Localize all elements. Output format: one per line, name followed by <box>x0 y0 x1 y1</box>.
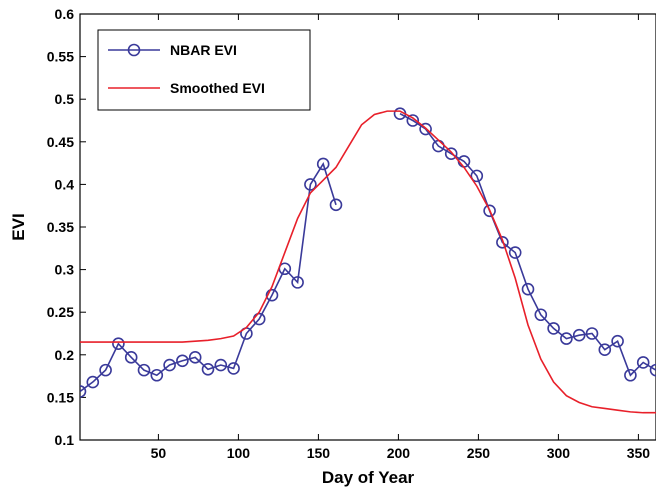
data-point <box>624 368 637 382</box>
y-tick-label: 0.3 <box>55 262 75 278</box>
data-point <box>80 385 87 398</box>
series-line <box>80 110 656 414</box>
data-point <box>201 362 215 376</box>
data-point <box>611 334 624 348</box>
data-point <box>585 327 599 340</box>
data-point <box>508 246 522 259</box>
data-point <box>496 236 509 249</box>
data-point <box>188 351 202 364</box>
data-point <box>176 354 189 368</box>
data-point <box>112 337 125 351</box>
legend-marker <box>127 43 141 57</box>
data-point <box>521 282 535 296</box>
y-tick-label: 0.45 <box>47 134 74 150</box>
data-point <box>470 169 484 183</box>
x-tick-label: 300 <box>547 445 571 461</box>
data-point <box>316 157 330 171</box>
data-point <box>227 362 240 375</box>
legend-label: Smoothed EVI <box>170 80 265 96</box>
y-tick-label: 0.15 <box>47 389 74 405</box>
data-point <box>137 363 151 377</box>
x-tick-label: 350 <box>627 445 651 461</box>
legend-label: NBAR EVI <box>170 42 237 58</box>
data-point <box>265 288 279 302</box>
data-point <box>99 363 112 377</box>
y-tick-label: 0.5 <box>55 91 75 107</box>
y-tick-label: 0.4 <box>55 176 75 192</box>
y-tick-label: 0.6 <box>55 6 75 22</box>
data-point <box>214 358 228 372</box>
data-point <box>329 198 343 212</box>
data-point <box>150 368 164 382</box>
data-point <box>483 204 496 218</box>
data-point <box>304 178 317 191</box>
plot-content <box>80 107 656 414</box>
x-tick-label: 100 <box>227 445 251 461</box>
data-point <box>534 308 548 322</box>
data-point <box>163 358 176 372</box>
y-tick-label: 0.35 <box>47 219 74 235</box>
y-axis-title: EVI <box>9 213 28 240</box>
data-point <box>124 351 138 364</box>
legend-box <box>97 29 311 111</box>
y-tick-label: 0.25 <box>47 304 74 320</box>
data-point <box>649 363 656 377</box>
y-tick-label: 0.2 <box>55 347 75 363</box>
data-point <box>572 328 586 342</box>
data-point <box>547 322 560 335</box>
data-point <box>636 356 650 369</box>
data-point <box>86 375 100 389</box>
data-point <box>291 276 304 289</box>
data-point <box>419 122 432 136</box>
x-axis-title: Day of Year <box>322 468 415 487</box>
data-point <box>444 147 458 161</box>
x-tick-label: 250 <box>467 445 491 461</box>
x-tick-label: 150 <box>307 445 331 461</box>
x-tick-label: 200 <box>387 445 411 461</box>
x-tick-label: 50 <box>151 445 167 461</box>
data-point <box>598 343 612 356</box>
y-tick-label: 0.1 <box>55 432 75 448</box>
y-tick-label: 0.55 <box>47 49 74 65</box>
data-point <box>406 114 420 127</box>
data-point <box>560 332 573 345</box>
